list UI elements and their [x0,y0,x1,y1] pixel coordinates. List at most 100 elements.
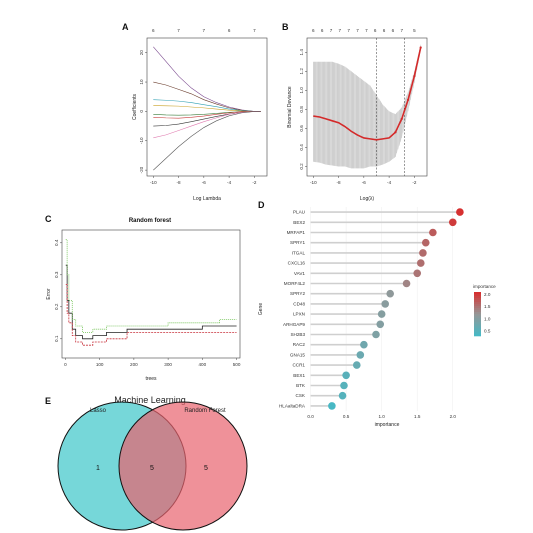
gene-label: RAC2 [293,342,306,347]
panel-c: C Random forest 0 100 200 300 400 500 0.1 0.2 0.… [45,214,241,382]
top-tick-label: 6 [228,28,231,33]
lollipop-dot [421,238,430,247]
axes-a: -10 -8 -6 -4 -2 -20 -10 0 10 20 6 7 7 6 7 [139,28,257,185]
y-tick-label: 10 [139,79,144,85]
legend-gradient-step [474,308,481,311]
deviance-point [394,131,397,134]
x-tick-label: -8 [337,180,342,185]
top-tick-label: 6 [312,28,315,33]
lollipop-dot [448,218,457,227]
gene-label: CSK [296,393,306,398]
top-tick-label: 6 [152,28,155,33]
y-tick-label: 1.0 [299,87,304,94]
axes-c: 0 100 200 300 400 500 0.1 0.2 0.3 0.4 [54,239,241,367]
y-tick-label: 0.2 [54,303,59,310]
coefficient-line [153,46,261,112]
lollipop-dot [416,259,425,267]
gene-label: BTK [296,383,306,388]
gene-label: BEX1 [293,373,305,378]
plot-frame-a [146,37,268,177]
legend-gradient-step [474,304,481,307]
coefficient-line [153,111,261,127]
coefficient-line [153,81,261,112]
x-tick-label: 2.0 [450,414,457,419]
top-tick-label: 7 [356,28,359,33]
legend-gradient-step [474,306,481,309]
legend-gradient-step [474,310,481,313]
lollipop-dot [360,340,368,349]
axes-d: 0.0 0.5 1.0 1.5 2.0 [307,414,456,419]
legend-gradient-step [474,312,481,315]
legend-gradient-step [474,302,481,305]
legend-gradient-step [474,294,481,297]
top-tick-label: 7 [203,28,206,33]
gene-label: SH2B3 [290,332,305,337]
panel-e: E Machine Learning Lasso Random Forest 1 5 5 [45,395,248,531]
legend-gradient-step [474,320,481,323]
x-tick-label: -2 [252,180,257,185]
legend-tick-label: 1.0 [484,316,491,321]
gene-label: PLAU [293,210,305,215]
top-tick-label: 7 [339,28,342,33]
y-tick-label: 0 [139,110,144,113]
gene-label: GNA15 [290,352,306,357]
y-tick-label: 0.6 [299,125,304,132]
top-tick-label: 7 [347,28,350,33]
lollipop-dot [419,249,427,257]
axes-b: -10 -8 -6 -4 -20.20.40.60.81.01.21.46 6 7 7 7 7 7 6… [299,28,417,185]
legend-gradient-step [474,326,481,329]
y-tick-label: -10 [139,137,144,144]
lollipop-dot [338,391,347,400]
venn-title: Machine Learning [114,395,186,405]
panel-letter-b: B [282,22,289,32]
x-tick-label: -4 [227,180,232,185]
lollipop-dot [376,320,385,329]
plot-area-d [307,205,467,413]
lollipop-dot [381,300,390,308]
top-tick-label: 7 [330,28,333,33]
x-tick-label: -10 [150,180,157,185]
x-axis-title-c: trees [145,376,157,382]
lollipop-dot [429,228,437,237]
lollipop-dot [328,402,336,410]
venn-label-random-forest: Random Forest [184,408,226,414]
venn-label-lasso: Lasso [90,408,107,414]
gene-label: CD48 [293,301,305,306]
y-tick-label: 0.3 [54,271,59,278]
lollipop-dot [340,381,348,390]
y-tick-label: 1.4 [299,49,304,56]
venn-set-random-forest [118,401,248,531]
panel-letter-d: D [258,200,265,210]
gene-label: LPXN [293,312,305,317]
x-tick-label: 500 [233,362,241,367]
legend-gradient-step [474,300,481,303]
lollipop-dot [377,310,386,318]
error-curve [65,239,237,333]
coefficient-line [153,111,261,171]
top-tick-label: 7 [365,28,368,33]
chart-title-c: Random forest [129,218,171,224]
panel-b: B -10 -8 -6 -4 -20.20.40.60.81.01.21.46 6 7 7 7 7… [282,22,428,202]
legend-gradient-step [474,330,481,333]
gene-label: HLAaltaDRA [279,403,306,408]
x-tick-label: -2 [412,180,417,185]
legend-tick-label: 2.0 [484,292,491,297]
x-tick-label: -8 [177,180,182,185]
x-tick-label: -10 [310,180,317,185]
x-tick-label: 1.5 [414,414,421,419]
x-tick-label: 100 [96,362,104,367]
x-tick-label: -6 [362,180,367,185]
panel-letter-e: E [45,396,51,406]
y-tick-label: 0.1 [54,335,59,342]
y-tick-label: -20 [139,166,144,173]
x-tick-label: 0.5 [343,414,350,419]
gene-label: ARHGAP9 [283,322,305,327]
top-tick-label: 5 [413,28,416,33]
y-tick-label: 0.2 [299,163,304,170]
x-tick-label: 1.0 [378,414,385,419]
y-tick-label: 0.8 [299,106,304,113]
x-tick-label: -6 [202,180,207,185]
top-tick-label: 7 [253,28,256,33]
legend-gradient-step [474,292,481,295]
